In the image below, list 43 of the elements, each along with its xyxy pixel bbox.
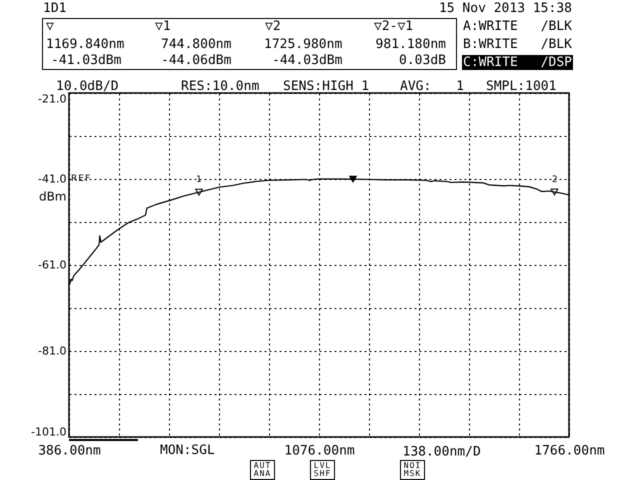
point <box>550 188 558 196</box>
text: /DSP <box>540 55 572 70</box>
text: 1169.840nm <box>46 37 124 52</box>
y-tick-label: -41.0 <box>38 172 66 186</box>
annotation: SENS:HIGH 1 <box>283 79 370 94</box>
text: 744.800nm <box>161 37 232 52</box>
y-tick-label: -81.0 <box>38 344 66 358</box>
text: 981.180nm <box>376 37 446 52</box>
text: A:WRITE <box>463 19 518 34</box>
y-tick-label: -21.0 <box>38 92 66 106</box>
text: ▽1 <box>155 19 171 34</box>
text: /BLK <box>540 19 572 34</box>
text: 1D1 <box>43 1 66 16</box>
text: /BLK <box>540 37 572 52</box>
text: LVL SHF <box>310 460 335 480</box>
x-tick-label: 1766.00nm <box>534 444 605 458</box>
x-tick-label: 386.00nm <box>38 444 101 458</box>
text: ▽2-▽1 <box>374 19 414 34</box>
text: AUT ANA <box>250 460 275 480</box>
point <box>349 176 357 183</box>
text: -44.03dBm <box>272 53 342 68</box>
text: 15 Nov 2013 15:38 <box>438 1 572 16</box>
annotation: AVG: 1 <box>400 79 464 94</box>
text: MON:SGL <box>160 443 215 458</box>
text: ▽ <box>46 19 54 34</box>
annotation: RES:10.0nm <box>181 79 260 94</box>
annotation: 1 <box>196 175 202 185</box>
y-axis-title: dBm <box>38 190 66 204</box>
annotation: SMPL:1001 <box>486 79 556 94</box>
text: -41.03dBm <box>51 53 122 68</box>
text: ▽2 <box>265 19 281 34</box>
y-tick-label: -101.0 <box>31 426 66 438</box>
x-tick-label: 1076.00nm <box>284 444 355 458</box>
y-tick-label: -61.0 <box>38 258 66 272</box>
x-axis-title: 138.00nm/D <box>402 444 481 460</box>
point <box>195 188 203 196</box>
text: -44.06dBm <box>161 53 232 68</box>
text: 0.03dB <box>399 53 446 68</box>
annotation: 10.0dB/D <box>56 79 119 94</box>
text: B:WRITE <box>463 37 518 52</box>
text: 1725.980nm <box>264 37 342 52</box>
text: NOI MSK <box>400 460 425 480</box>
text: C:WRITE <box>463 55 518 70</box>
